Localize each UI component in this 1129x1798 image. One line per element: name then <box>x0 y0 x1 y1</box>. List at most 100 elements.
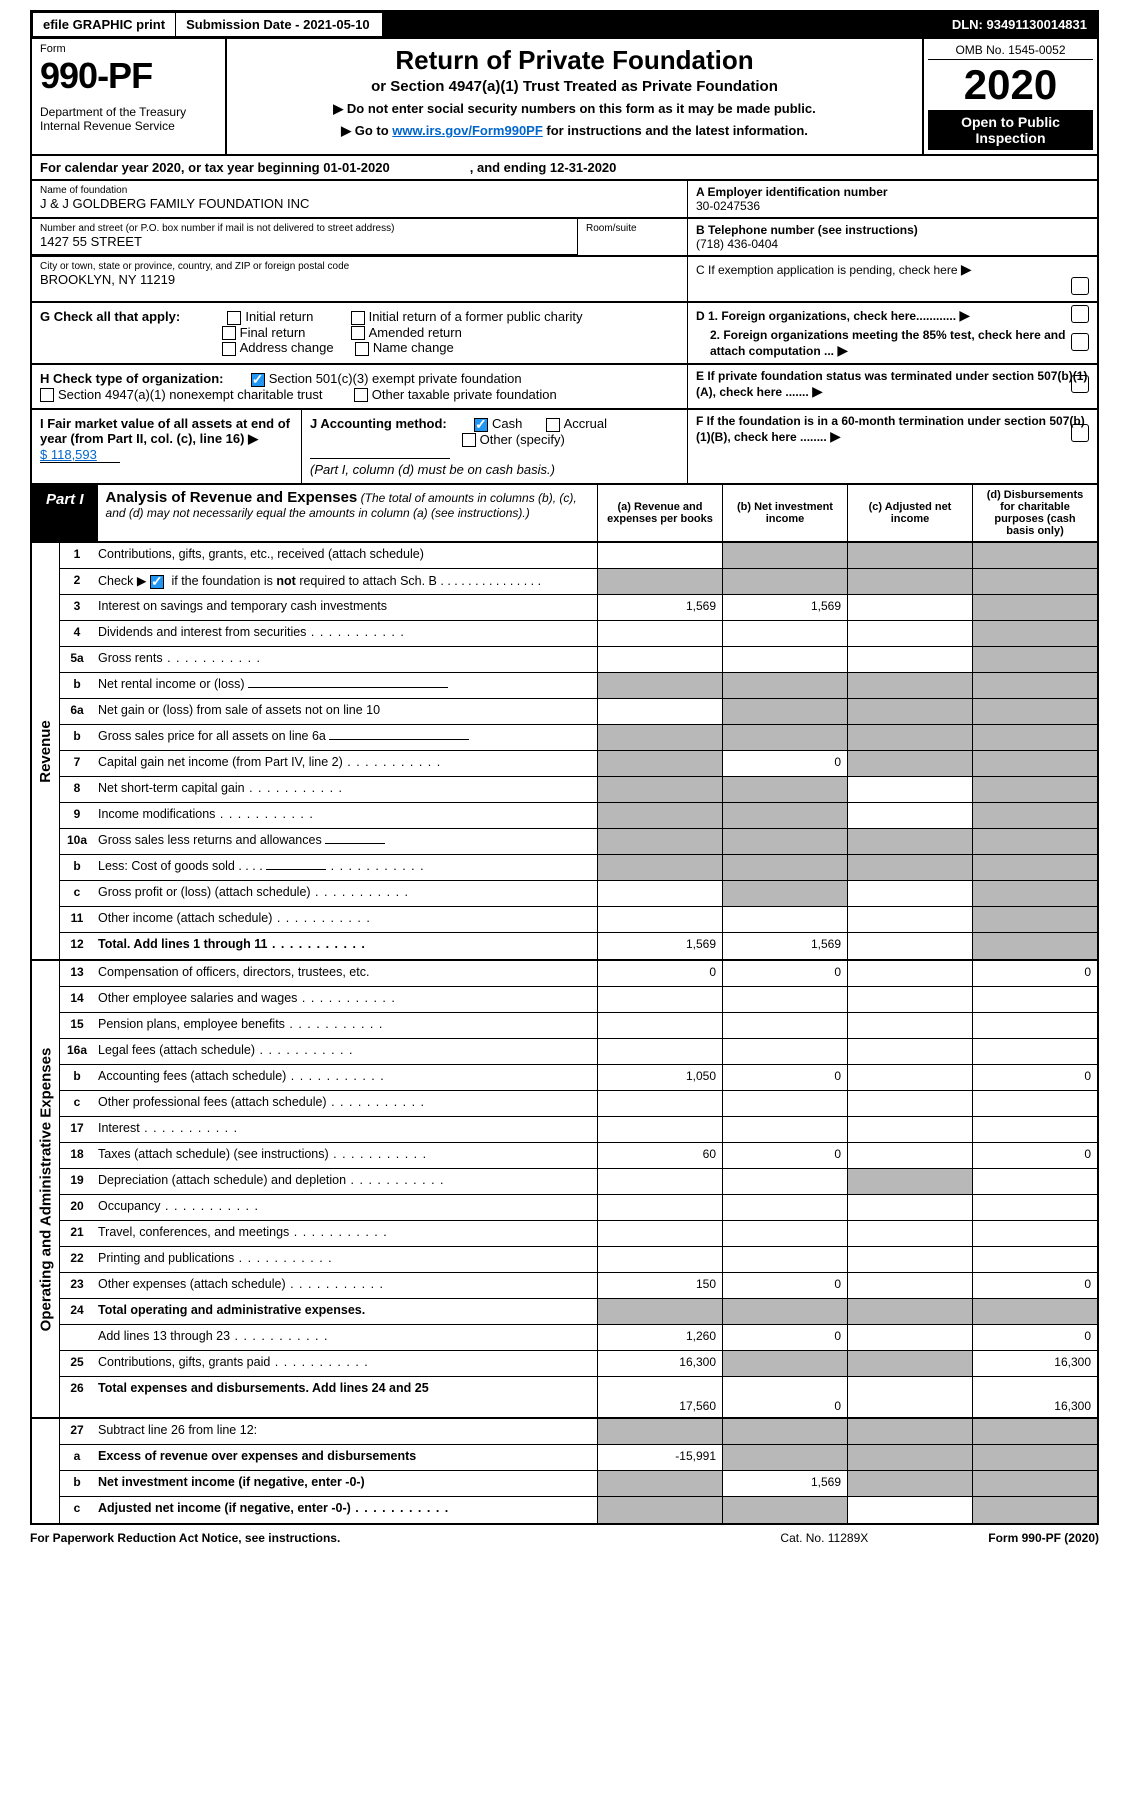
r2-check[interactable] <box>150 575 164 589</box>
r5a: Gross rents <box>94 647 597 672</box>
top-bar: efile GRAPHIC print Submission Date - 20… <box>30 10 1099 39</box>
r15: Pension plans, employee benefits <box>94 1013 597 1038</box>
col-b-hdr: (b) Net investment income <box>722 485 847 541</box>
irs-link[interactable]: www.irs.gov/Form990PF <box>392 123 543 138</box>
r27: Subtract line 26 from line 12: <box>94 1419 597 1444</box>
box-c-label: C If exemption application is pending, c… <box>696 263 958 277</box>
name-label: Name of foundation <box>40 185 679 196</box>
box-e-label: E If private foundation status was termi… <box>696 369 1087 399</box>
h-4947[interactable] <box>40 388 54 402</box>
form-title: Return of Private Foundation <box>237 45 912 76</box>
fmv-value[interactable]: $ 118,593 <box>40 447 120 463</box>
form-label: Form <box>40 43 217 55</box>
box-c-checkbox[interactable] <box>1071 277 1089 295</box>
box-g: G Check all that apply: Initial return I… <box>32 303 687 363</box>
tel-label: B Telephone number (see instructions) <box>696 223 918 237</box>
pra-notice: For Paperwork Reduction Act Notice, see … <box>30 1531 340 1545</box>
r22: Printing and publications <box>94 1247 597 1272</box>
form-footer: Form 990-PF (2020) <box>988 1531 1099 1545</box>
r11: Other income (attach schedule) <box>94 907 597 932</box>
dln: DLN: 93491130014831 <box>942 13 1097 36</box>
j-cash[interactable] <box>474 418 488 432</box>
r17: Interest <box>94 1117 597 1142</box>
r6a: Net gain or (loss) from sale of assets n… <box>94 699 597 724</box>
form-subtitle: or Section 4947(a)(1) Trust Treated as P… <box>237 78 912 95</box>
r27b: Net investment income (if negative, ente… <box>94 1471 597 1496</box>
form-number: 990-PF <box>40 55 217 97</box>
r27a: Excess of revenue over expenses and disb… <box>94 1445 597 1470</box>
r20: Occupancy <box>94 1195 597 1220</box>
box-h: H Check type of organization: Section 50… <box>32 365 687 408</box>
d2-checkbox[interactable] <box>1071 333 1089 351</box>
calendar-year-row: For calendar year 2020, or tax year begi… <box>30 156 1099 181</box>
box-e-checkbox[interactable] <box>1071 375 1089 393</box>
box-j: J Accounting method: Cash Accrual Other … <box>302 410 687 483</box>
revenue-vlabel: Revenue <box>32 543 60 959</box>
g-address-change[interactable] <box>222 342 236 356</box>
g-initial-former[interactable] <box>351 311 365 325</box>
r3: Interest on savings and temporary cash i… <box>94 595 597 620</box>
r6b: Gross sales price for all assets on line… <box>94 725 597 750</box>
tel-value: (718) 436-0404 <box>696 237 1089 251</box>
r19: Depreciation (attach schedule) and deple… <box>94 1169 597 1194</box>
r10c: Gross profit or (loss) (attach schedule) <box>94 881 597 906</box>
expenses-vlabel: Operating and Administrative Expenses <box>32 961 60 1417</box>
addr-label: Number and street (or P.O. box number if… <box>40 223 569 234</box>
r24: Total operating and administrative expen… <box>94 1299 597 1324</box>
r12: Total. Add lines 1 through 11 <box>94 933 597 959</box>
r7: Capital gain net income (from Part IV, l… <box>94 751 597 776</box>
box-i: I Fair market value of all assets at end… <box>32 410 302 483</box>
r8: Net short-term capital gain <box>94 777 597 802</box>
ein-label: A Employer identification number <box>696 185 888 199</box>
r13: Compensation of officers, directors, tru… <box>94 961 597 986</box>
efile-print-button[interactable]: efile GRAPHIC print <box>32 12 176 37</box>
r18: Taxes (attach schedule) (see instruction… <box>94 1143 597 1168</box>
g-name-change[interactable] <box>355 342 369 356</box>
r14: Other employee salaries and wages <box>94 987 597 1012</box>
r16c: Other professional fees (attach schedule… <box>94 1091 597 1116</box>
ein-value: 30-0247536 <box>696 199 1089 213</box>
r26: Total expenses and disbursements. Add li… <box>94 1377 597 1417</box>
city-value: BROOKLYN, NY 11219 <box>40 272 679 287</box>
r1: Contributions, gifts, grants, etc., rece… <box>94 543 597 568</box>
r16b: Accounting fees (attach schedule) <box>94 1065 597 1090</box>
omb-number: OMB No. 1545-0052 <box>928 43 1093 60</box>
city-label: City or town, state or province, country… <box>40 261 679 272</box>
j-other[interactable] <box>462 433 476 447</box>
r4: Dividends and interest from securities <box>94 621 597 646</box>
r24b: Add lines 13 through 23 <box>94 1325 597 1350</box>
r16a: Legal fees (attach schedule) <box>94 1039 597 1064</box>
j-accrual[interactable] <box>546 418 560 432</box>
box-d1: D 1. Foreign organizations, check here..… <box>696 307 1089 324</box>
r10b: Less: Cost of goods sold . . . . <box>94 855 597 880</box>
foundation-name: J & J GOLDBERG FAMILY FOUNDATION INC <box>40 196 679 211</box>
g-amended-return[interactable] <box>351 326 365 340</box>
r2: Check ▶ if the foundation is not require… <box>94 569 597 594</box>
dept-treasury: Department of the Treasury Internal Reve… <box>40 105 217 133</box>
col-d-hdr: (d) Disbursements for charitable purpose… <box>972 485 1097 541</box>
r21: Travel, conferences, and meetings <box>94 1221 597 1246</box>
cat-no: Cat. No. 11289X <box>780 1531 868 1545</box>
box-f-checkbox[interactable] <box>1071 424 1089 442</box>
tax-year: 2020 <box>928 60 1093 110</box>
addr-value: 1427 55 STREET <box>40 234 569 249</box>
g-final-return[interactable] <box>222 326 236 340</box>
instr-2: ▶ Go to www.irs.gov/Form990PF for instru… <box>237 123 912 139</box>
h-501c3[interactable] <box>251 373 265 387</box>
r9: Income modifications <box>94 803 597 828</box>
part-1-label: Part I <box>32 485 98 541</box>
form-header: Form 990-PF Department of the Treasury I… <box>30 39 1099 156</box>
submission-date: Submission Date - 2021-05-10 <box>176 13 382 36</box>
room-label: Room/suite <box>586 223 679 234</box>
box-f-label: F If the foundation is in a 60-month ter… <box>696 414 1085 444</box>
box-d2: 2. Foreign organizations meeting the 85%… <box>696 328 1089 359</box>
part-1-title: Analysis of Revenue and Expenses <box>106 489 358 506</box>
col-a-hdr: (a) Revenue and expenses per books <box>597 485 722 541</box>
h-other-taxable[interactable] <box>354 388 368 402</box>
d1-checkbox[interactable] <box>1071 305 1089 323</box>
g-initial-return[interactable] <box>227 311 241 325</box>
r27c: Adjusted net income (if negative, enter … <box>94 1497 597 1523</box>
instr-1: ▶ Do not enter social security numbers o… <box>237 101 912 117</box>
col-c-hdr: (c) Adjusted net income <box>847 485 972 541</box>
r10a: Gross sales less returns and allowances <box>94 829 597 854</box>
